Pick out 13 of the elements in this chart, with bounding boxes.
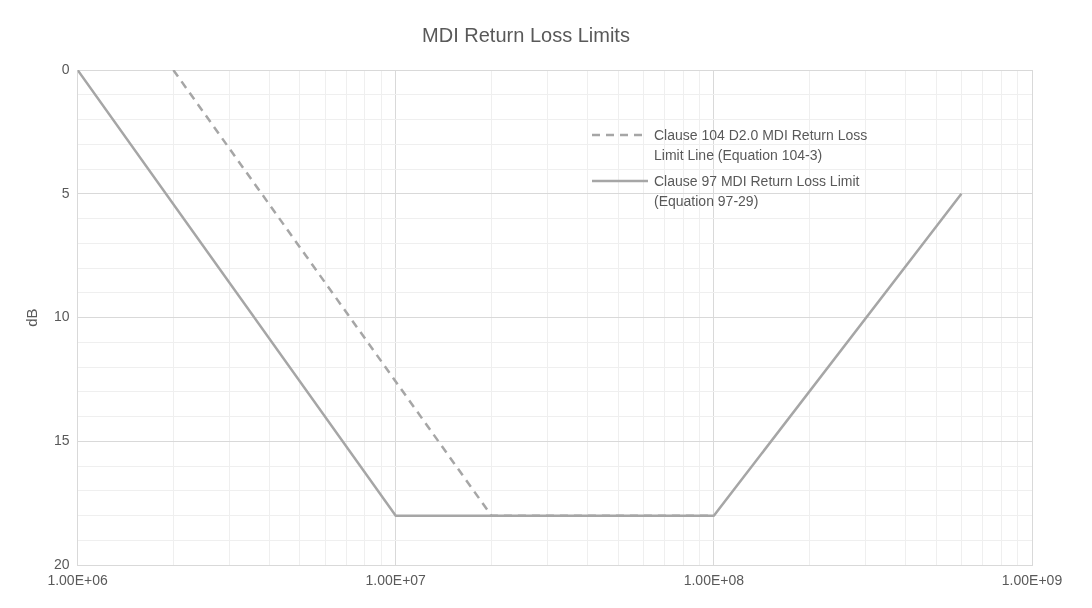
legend-label: Clause 97 MDI Return Loss Limit (Equation 97-29) bbox=[654, 172, 861, 211]
x-tick-label: 1.00E+06 bbox=[47, 572, 108, 589]
y-tick-label: 5 bbox=[61, 184, 70, 201]
x-tick-label: 1.00E+07 bbox=[365, 572, 427, 589]
chart-title: MDI Return Loss Limits bbox=[422, 23, 630, 46]
y-tick-label: 0 bbox=[61, 60, 70, 77]
y-tick-label: 15 bbox=[53, 432, 70, 449]
y-tick-label: 10 bbox=[53, 308, 70, 325]
legend-label: Clause 104 D2.0 MDI Return Loss Limit Line (Equation 104-3) bbox=[654, 126, 869, 165]
x-tick-label: 1.00E+08 bbox=[683, 572, 745, 589]
x-tick-label: 1.00E+09 bbox=[1001, 572, 1063, 589]
y-tick-label: 20 bbox=[53, 556, 70, 573]
y-axis-title: dB bbox=[23, 308, 41, 327]
